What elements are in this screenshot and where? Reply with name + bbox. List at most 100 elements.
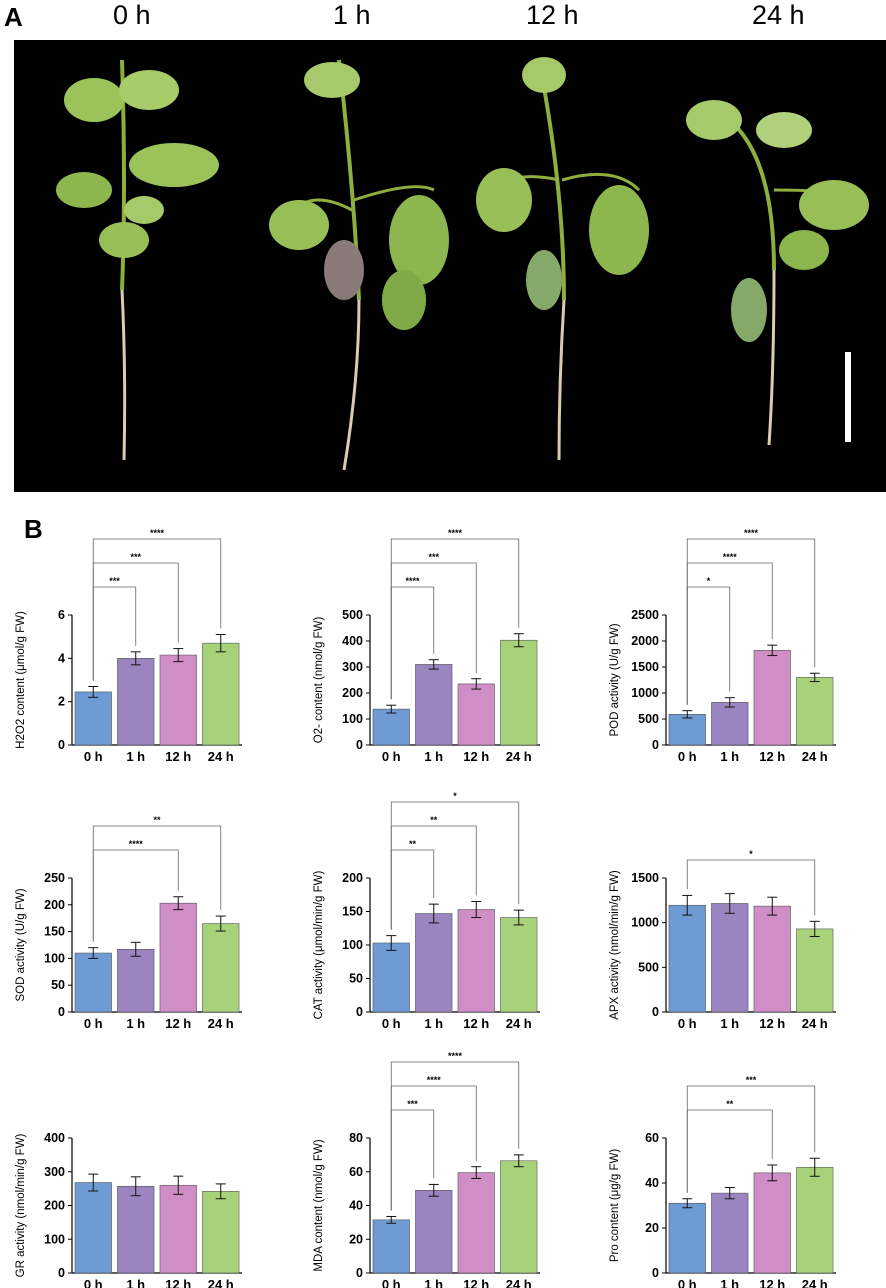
chart-pod: 0 500 1000 1500 2000 2500 POD activity (U/g FW… [609,528,836,764]
x-tick-label: 0 h [678,749,697,764]
x-tick-label: 1 h [126,1277,145,1288]
y-tick-label: 2000 [631,634,659,648]
y-tick-label: 40 [349,1199,363,1213]
y-tick-label: 200 [342,686,363,700]
bar [159,902,197,1013]
bar [711,1192,749,1274]
x-tick-label: 12 h [165,1277,191,1288]
bar [753,905,791,1013]
significance-label: **** [723,552,738,562]
significance-label: *** [746,1075,757,1085]
y-tick-label: 200 [44,898,65,912]
y-tick-label: 0 [652,1005,659,1019]
significance-label: *** [407,1099,418,1109]
x-tick-label: 0 h [84,1016,103,1031]
y-tick-label: 500 [342,608,363,622]
chart-apx: 0 500 1000 1500 APX activity (nmol/min/g FW)… [609,849,836,1031]
bar [372,1219,410,1274]
significance-label: **** [427,1075,442,1085]
bar [372,942,410,1013]
y-tick-label: 250 [44,871,65,885]
y-tick-label: 20 [645,1221,659,1235]
chart-mda: 0 20 40 60 80 MDA content (nmol/g FW) 0 h 1 h 12… [313,1051,540,1288]
significance-label: *** [428,552,439,562]
x-tick-label: 0 h [84,1277,103,1288]
panel-a-letter: A [4,2,23,32]
bar [668,904,706,1013]
y-tick-label: 100 [44,951,65,965]
chart-o2: 0 100 200 300 400 500 O2- content (nmol/g FW) 0… [313,528,540,764]
bar [796,928,834,1013]
x-tick-label: 1 h [424,1277,443,1288]
bar [415,1190,453,1274]
x-tick-label: 1 h [126,749,145,764]
bar [796,677,834,746]
x-tick-label: 0 h [678,1016,697,1031]
significance-bracket [92,825,222,942]
x-tick-label: 1 h [126,1016,145,1031]
bar [753,650,791,746]
significance-label: * [749,849,753,859]
seedling-photo [14,40,886,492]
y-axis-label: POD activity (U/g FW) [609,623,621,736]
bar [457,683,495,746]
x-tick-label: 1 h [720,749,739,764]
y-tick-label: 0 [58,738,65,752]
x-tick-label: 1 h [424,749,443,764]
bar [711,903,749,1013]
x-tick-label: 1 h [720,1277,739,1288]
x-tick-label: 24 h [802,1277,828,1288]
x-tick-label: 24 h [802,1016,828,1031]
x-tick-label: 0 h [382,749,401,764]
y-axis-label: O2- content (nmol/g FW) [313,617,325,744]
y-axis-label: MDA content (nmol/g FW) [313,1139,325,1271]
x-tick-label: 24 h [506,749,532,764]
chart-h2o2: 0 2 4 6 H2O2 content (μmol/g FW) 0 h 1 h 12 h 24… [15,528,242,764]
significance-label: **** [129,839,144,849]
y-tick-label: 6 [58,608,65,622]
chart-sod: 0 50 100 150 200 250 SOD activity (U/g FW) 0 h 1… [15,815,242,1031]
y-tick-label: 100 [342,938,363,952]
bar [202,1191,240,1274]
y-tick-label: 4 [58,651,65,665]
bar [415,664,453,746]
x-tick-label: 0 h [678,1277,697,1288]
plant-0h [56,59,219,461]
bar [74,1182,112,1274]
y-axis-label: H2O2 content (μmol/g FW) [15,611,27,749]
plant-24h [686,100,869,446]
x-tick-label: 24 h [208,1016,234,1031]
significance-label: *** [109,576,120,586]
significance-label: **** [150,528,165,538]
x-tick-label: 24 h [506,1277,532,1288]
significance-label: ** [726,1099,734,1109]
bar [74,952,112,1013]
y-tick-label: 500 [638,712,659,726]
bar [457,909,495,1013]
significance-bracket [686,1085,816,1193]
bar [202,923,240,1013]
bar [74,691,112,746]
bar [500,1160,538,1274]
y-tick-label: 0 [652,738,659,752]
y-tick-label: 0 [58,1266,65,1280]
significance-label: *** [130,552,141,562]
x-tick-label: 12 h [759,749,785,764]
y-tick-label: 0 [356,738,363,752]
y-tick-label: 0 [356,1005,363,1019]
bar [457,1172,495,1274]
y-tick-label: 1000 [631,916,659,930]
y-axis-label: Pro content (μg/g FW) [609,1149,621,1263]
significance-bracket [390,538,520,700]
significance-label: * [453,791,457,801]
significance-bracket [686,586,731,705]
y-tick-label: 40 [645,1176,659,1190]
x-tick-label: 12 h [165,1016,191,1031]
significance-bracket [390,801,520,930]
bar [500,639,538,746]
x-tick-label: 1 h [424,1016,443,1031]
y-tick-label: 150 [44,925,65,939]
significance-bracket [390,1061,520,1211]
bar [668,714,706,746]
y-tick-label: 200 [342,871,363,885]
